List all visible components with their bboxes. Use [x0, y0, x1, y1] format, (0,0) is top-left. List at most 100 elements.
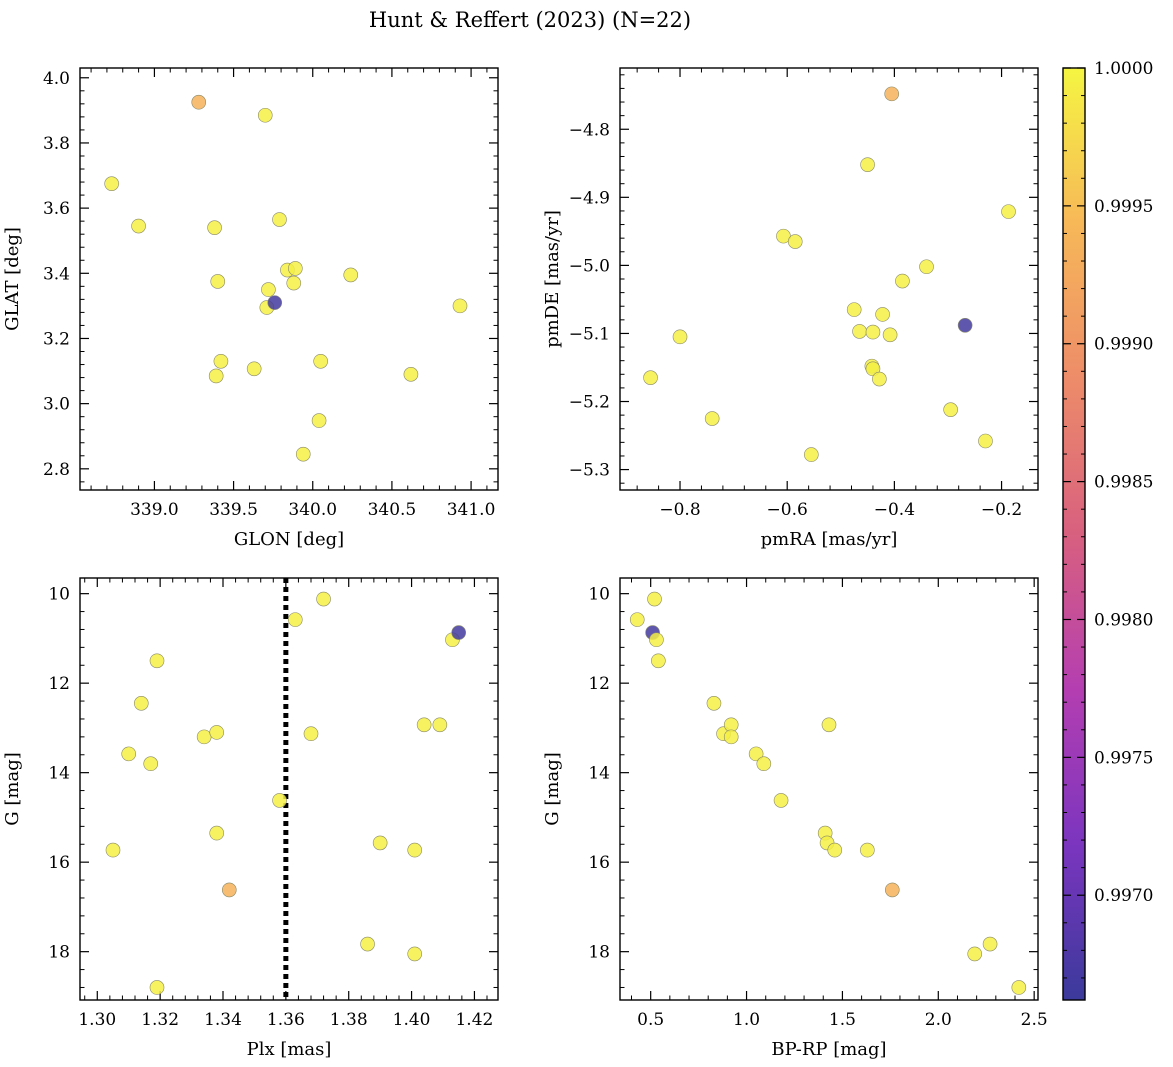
scatter-point: [104, 176, 119, 191]
x-tick-label: 1.30: [78, 1010, 116, 1030]
y-tick-label: 14: [588, 764, 610, 784]
scatter-point: [295, 446, 311, 462]
colorbar: 0.9970 0.9975 0.9980 0.9985 0.9990 0.9995 1.00…: [1062, 59, 1153, 1001]
y-tick-label: 10: [588, 585, 610, 605]
scatter-point: [884, 882, 900, 898]
x-tick-label: −0.8: [659, 500, 700, 520]
scatter-point: [846, 302, 862, 317]
points: [643, 86, 1016, 462]
scatter-point: [143, 756, 159, 772]
scatter-point: [416, 717, 432, 733]
scatter-point: [286, 275, 302, 291]
points: [104, 94, 468, 462]
scatter-point: [303, 726, 319, 742]
y-tick-label: 10: [48, 585, 70, 605]
x-tick-label: 1.36: [267, 1010, 305, 1030]
x-tick-label: 1.34: [204, 1010, 242, 1030]
scatter-point: [257, 107, 273, 123]
colorbar-gradient: [1063, 68, 1085, 1000]
scatter-point: [221, 882, 237, 898]
scatter-point: [452, 298, 468, 314]
x-axis-label: pmRA [mas/yr]: [761, 529, 898, 550]
scatter-point: [261, 282, 276, 297]
ticks: 0.5 1.0 1.5 2.0 2.5 10 12 14 16 18: [588, 578, 1048, 1030]
panel-glon-glat: 339.0 339.5 340.0 340.5 341.0 2.8 3.0 3.2 3.4 3.6…: [2, 67, 499, 550]
scatter-point: [209, 825, 225, 841]
scatter-point: [272, 212, 287, 227]
y-tick-label: 16: [48, 853, 70, 873]
scatter-point: [882, 327, 898, 343]
colorbar-tick-label: 0.9995: [1094, 197, 1153, 217]
y-axis-label: pmDE [mas/yr]: [542, 210, 563, 348]
scatter-point: [149, 980, 165, 995]
scatter-point: [852, 324, 867, 339]
scatter-point: [649, 632, 664, 648]
y-tick-label: −5.1: [569, 324, 610, 344]
x-axis-label: Plx [mas]: [247, 1039, 332, 1060]
colorbar-tick-label: 0.9985: [1094, 473, 1153, 493]
scatter-point: [967, 946, 983, 962]
scatter-point: [643, 370, 658, 385]
scatter-point: [360, 936, 375, 952]
y-axis-label: G [mag]: [542, 752, 563, 825]
y-tick-label: 3.4: [43, 264, 70, 284]
scatter-point: [213, 353, 229, 369]
scatter-point: [407, 946, 423, 962]
scatter-point: [313, 353, 328, 369]
scatter-point: [919, 259, 934, 275]
scatter-point: [432, 717, 448, 733]
colorbar-tick-label: 1.0000: [1094, 59, 1153, 79]
scatter-point: [403, 367, 419, 382]
x-tick-label: 339.0: [130, 500, 179, 520]
panel-plx-g: 1.30 1.32 1.34 1.36 1.38 1.40 1.42 10 12 14 16 18 Pl…: [2, 577, 499, 1060]
scatter-point: [723, 729, 739, 745]
scatter-point: [884, 86, 900, 102]
y-tick-label: 18: [588, 943, 610, 963]
x-tick-label: 339.5: [209, 500, 258, 520]
scatter-point: [1001, 204, 1016, 219]
scatter-point: [407, 842, 423, 858]
x-tick-label: 1.32: [141, 1010, 179, 1030]
y-tick-label: 18: [48, 943, 70, 963]
scatter-point: [756, 756, 772, 772]
x-tick-label: 341.0: [447, 500, 496, 520]
x-tick-label: 0.5: [637, 1010, 664, 1030]
scatter-point: [748, 746, 764, 762]
scatter-point: [316, 591, 331, 607]
scatter-point: [208, 368, 224, 384]
colorbar-tick-label: 0.9980: [1094, 610, 1153, 630]
scatter-point: [1011, 980, 1027, 995]
scatter-point: [629, 612, 645, 627]
panel-pmra-pmde: −0.8 −0.6 −0.4 −0.2 −5.3 −5.2 −5.1 −5.0 −4.9 −4.8…: [542, 67, 1039, 550]
ticks: −0.8 −0.6 −0.4 −0.2 −5.3 −5.2 −5.1 −5.0 −4.9 −4.8: [569, 68, 1038, 520]
scatter-point: [978, 433, 993, 449]
scatter-point: [196, 729, 212, 745]
scatter-point: [246, 361, 262, 377]
y-tick-label: −4.9: [569, 188, 610, 208]
x-tick-label: 340.5: [368, 500, 417, 520]
scatter-point: [957, 317, 973, 333]
scatter-point: [827, 842, 843, 858]
x-tick-label: 1.42: [455, 1010, 493, 1030]
scatter-point: [267, 295, 283, 310]
colorbar-tick-label: 0.9990: [1094, 335, 1153, 355]
scatter-point: [210, 274, 226, 289]
scatter-point: [860, 842, 875, 858]
scatter-point: [875, 307, 890, 322]
scatter-point: [647, 591, 662, 607]
scatter-point: [860, 157, 875, 172]
axes-frame: [619, 577, 1039, 1001]
y-tick-label: 3.6: [43, 199, 70, 219]
scatter-point: [672, 329, 688, 345]
x-tick-label: −0.4: [874, 500, 915, 520]
y-tick-label: 3.8: [43, 134, 70, 154]
y-axis-label: GLAT [deg]: [2, 227, 23, 331]
colorbar-frame: [1062, 67, 1086, 1001]
x-tick-label: 1.0: [733, 1010, 760, 1030]
scatter-point: [209, 725, 225, 740]
y-tick-label: 2.8: [43, 460, 70, 480]
scatter-point: [706, 696, 722, 711]
scatter-point: [787, 234, 803, 249]
scatter-point: [895, 273, 910, 289]
scatter-point: [943, 402, 958, 417]
